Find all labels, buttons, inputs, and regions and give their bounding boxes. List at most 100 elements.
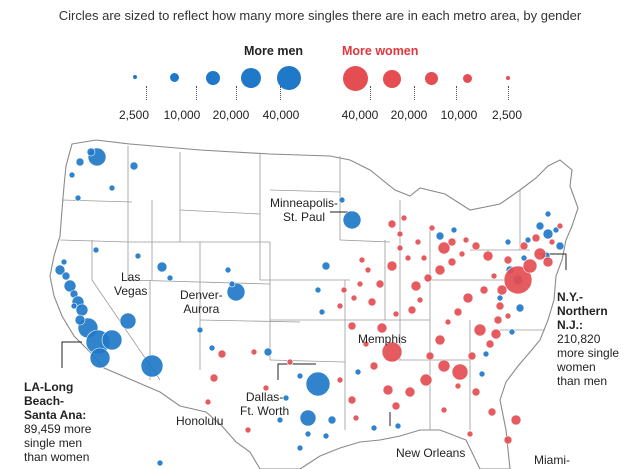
legend-men-label: 20,000 <box>212 108 250 122</box>
metro-circle-more-men <box>478 370 486 378</box>
metro-circle-more-women <box>503 435 513 445</box>
metro-circle-more-women <box>416 296 424 304</box>
legend-women-label: 2,500 <box>491 108 523 122</box>
metro-circle-more-women <box>437 241 451 255</box>
metro-circle-more-women <box>556 222 564 230</box>
metro-circle-more-women <box>471 241 481 251</box>
metro-circle-more-women <box>369 361 379 371</box>
metro-circle-more-women <box>503 255 513 265</box>
legend-tick <box>508 86 509 100</box>
legend-men-dot-2500 <box>133 75 137 79</box>
metro-circle-more-men <box>108 184 116 192</box>
metro-circle-more-men <box>63 279 77 293</box>
metro-circles <box>54 147 565 467</box>
metro-circle-more-men <box>524 236 532 244</box>
metro-circle-more-women <box>347 321 357 331</box>
metro-circle-more-men <box>304 430 312 438</box>
metro-circle-more-women <box>437 359 451 373</box>
metro-circle-more-men <box>74 194 82 202</box>
metro-circle-more-women <box>250 348 258 356</box>
metro-circle-more-women <box>362 340 370 348</box>
metro-circle-more-women <box>367 297 377 307</box>
metro-circle-more-women <box>531 233 541 243</box>
metro-circle-more-men <box>228 280 236 288</box>
metro-circle-more-women <box>407 305 417 315</box>
state-borders <box>59 146 545 430</box>
metro-circle-more-men <box>322 432 330 440</box>
la-leader-line <box>61 341 82 368</box>
metro-circle-more-women <box>490 328 502 340</box>
metro-circle-more-men <box>299 409 317 427</box>
metro-circle-more-women <box>462 236 470 244</box>
legend-more-men-title: More men <box>244 44 304 58</box>
label-las-vegas: Las Vegas <box>114 270 148 298</box>
metro-circle-more-women <box>473 323 487 337</box>
metro-circle-more-women <box>434 334 446 346</box>
metro-circle-more-men <box>338 196 346 204</box>
label-dallas: Dallas- Ft. Worth <box>240 390 290 418</box>
metro-circle-more-men <box>515 303 525 313</box>
legend-women-label: 10,000 <box>440 108 478 122</box>
metro-circle-more-men <box>508 328 516 336</box>
metro-circle-more-men <box>60 258 68 266</box>
legend-men-dot-10000 <box>170 73 179 82</box>
metro-circle-more-men <box>196 326 204 334</box>
metro-circle-more-women <box>503 265 533 295</box>
metro-circle-more-men <box>296 372 304 380</box>
metro-circle-more-women <box>347 395 357 405</box>
metro-circle-more-men <box>166 274 174 282</box>
metro-circle-more-men <box>435 231 445 241</box>
legend-women-dot-5000 <box>463 74 472 83</box>
metro-circle-more-women <box>352 414 360 422</box>
legend-tick <box>146 86 147 100</box>
metro-circle-more-women <box>493 315 503 325</box>
legend-men-label: 10,000 <box>163 108 201 122</box>
label-miami: Miami- <box>534 453 570 467</box>
metro-circle-more-women <box>467 351 477 361</box>
metro-circle-more-women <box>462 292 474 304</box>
legend-men-label: 40,000 <box>262 108 300 122</box>
metro-circle-more-women <box>358 256 366 264</box>
legend-tick <box>456 86 457 100</box>
metro-circle-more-men <box>555 241 565 251</box>
legend-tick <box>414 86 415 100</box>
metro-circle-more-women <box>404 386 416 398</box>
metro-circle-more-women <box>364 266 372 274</box>
metro-circle-more-men <box>119 312 137 330</box>
metro-circle-more-men <box>263 347 273 357</box>
metro-circle-more-women <box>381 341 403 363</box>
metro-circle-more-women <box>533 247 547 261</box>
metro-circle-more-women <box>479 285 489 295</box>
metro-circle-more-women <box>453 307 463 317</box>
metro-circle-more-men <box>542 228 554 240</box>
metro-circle-more-men <box>156 459 164 467</box>
label-memphis: Memphis <box>358 332 407 346</box>
dallas-leader-line <box>277 363 316 380</box>
label-minneapolis: Minneapolis- St. Paul <box>270 196 339 224</box>
legend-tick <box>236 86 237 100</box>
legend-more-women-title: More women <box>342 44 419 58</box>
metro-circle-more-men <box>282 394 290 402</box>
legend-men-label: 2,500 <box>118 108 150 122</box>
metro-circle-more-men <box>226 282 246 302</box>
metro-circle-more-women <box>262 384 270 392</box>
metro-circle-more-women <box>400 214 408 222</box>
metro-circle-more-women <box>375 279 385 289</box>
metro-circle-more-women <box>382 384 394 396</box>
metro-circle-more-women <box>444 318 452 326</box>
callout-la: LA-Long Beach- Santa Ana: 89,459 more si… <box>24 380 92 464</box>
metro-circle-more-men <box>535 221 545 231</box>
metro-circle-more-women <box>510 414 522 426</box>
metro-circle-more-women <box>386 260 398 272</box>
metro-circle-more-women <box>217 349 227 359</box>
metro-circle-more-men <box>68 171 76 179</box>
metro-circle-more-men <box>86 147 96 157</box>
size-legend: More men More women 2,500 10,000 20,000 … <box>0 0 640 130</box>
metro-circle-more-women <box>471 387 481 397</box>
metro-circle-more-women <box>423 273 433 283</box>
metro-circle-more-men <box>321 261 331 271</box>
metro-circle-more-women <box>396 230 404 238</box>
metro-circle-more-women <box>376 322 388 334</box>
metro-circle-more-men <box>544 210 552 218</box>
metro-circle-more-men <box>305 371 331 397</box>
